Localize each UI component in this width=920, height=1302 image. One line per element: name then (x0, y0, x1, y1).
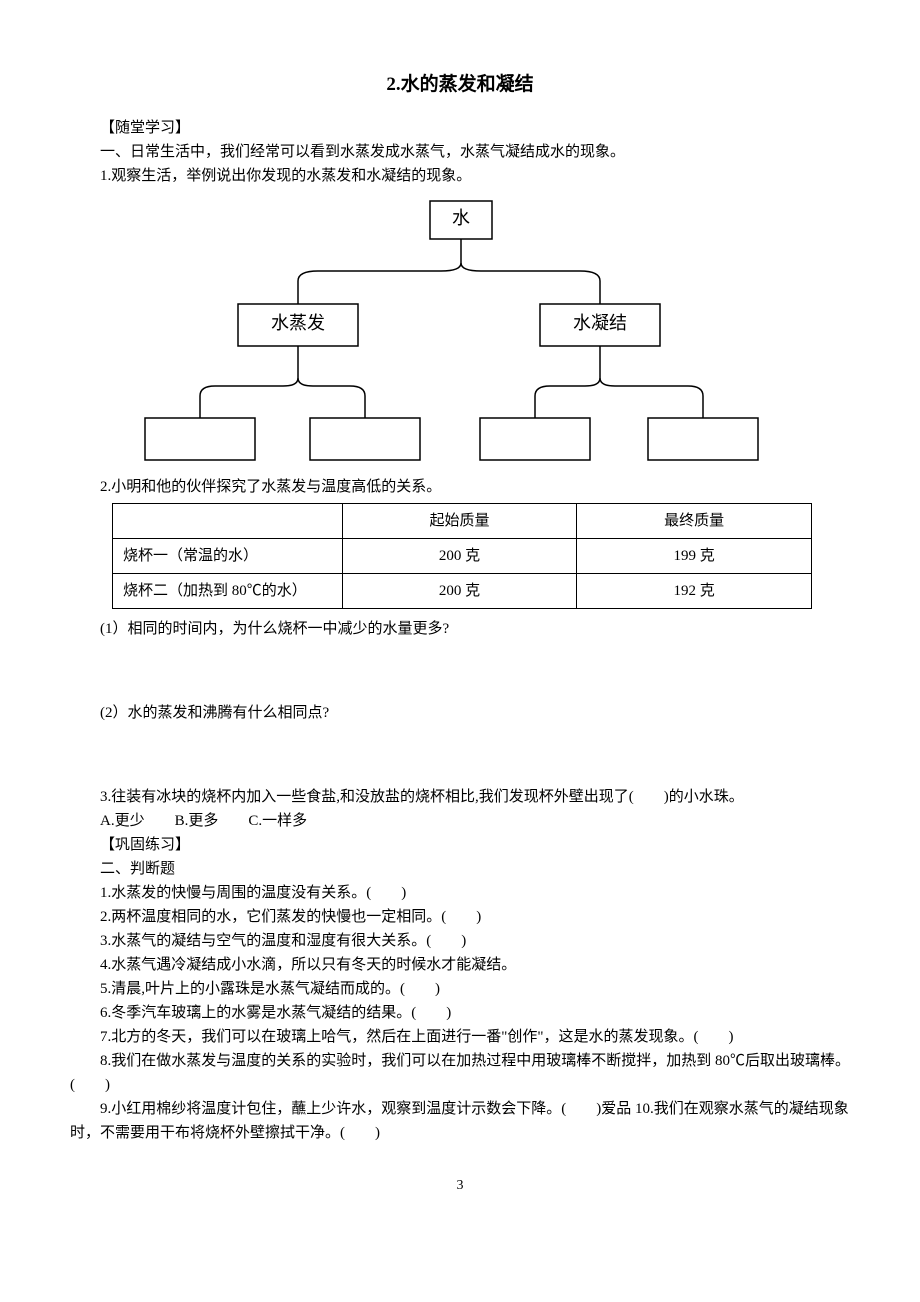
question-1: 1.观察生活，举例说出你发现的水蒸发和水凝结的现象。 (70, 164, 850, 188)
page-number: 3 (70, 1175, 850, 1197)
question-2-2: (2）水的蒸发和沸腾有什么相同点? (70, 701, 850, 725)
table-header-0 (113, 504, 343, 539)
tf-6: 6.冬季汽车玻璃上的水雾是水蒸气凝结的结果。( ) (70, 1001, 850, 1025)
page-title: 2.水的蒸发和凝结 (70, 70, 850, 100)
table-row: 烧杯一（常温的水） 200 克 199 克 (113, 539, 812, 574)
svg-text:水蒸发: 水蒸发 (271, 314, 325, 334)
table-cell: 200 克 (342, 539, 577, 574)
tf-8: 8.我们在做水蒸发与温度的关系的实验时，我们可以在加热过程中用玻璃棒不断搅拌，加… (70, 1049, 850, 1097)
tf-4: 4.水蒸气遇冷凝结成小水滴，所以只有冬天的时候水才能凝结。 (70, 953, 850, 977)
table-cell: 199 克 (577, 539, 812, 574)
tf-1: 1.水蒸发的快慢与周围的温度没有关系。( ) (70, 881, 850, 905)
concept-diagram: 水水蒸发 水凝结 (140, 196, 780, 471)
question-2: 2.小明和他的伙伴探究了水蒸发与温度高低的关系。 (70, 475, 850, 499)
question-3: 3.往装有冰块的烧杯内加入一些食盐,和没放盐的烧杯相比,我们发现杯外壁出现了( … (70, 785, 850, 809)
tf-5: 5.清晨,叶片上的小露珠是水蒸气凝结而成的。( ) (70, 977, 850, 1001)
svg-text:水凝结: 水凝结 (573, 314, 627, 334)
table-header-2: 最终质量 (577, 504, 812, 539)
tf-7: 7.北方的冬天，我们可以在玻璃上哈气，然后在上面进行一番"创作"，这是水的蒸发现… (70, 1025, 850, 1049)
section-2-heading: 二、判断题 (70, 857, 850, 881)
table-cell: 烧杯二（加热到 80℃的水） (113, 574, 343, 609)
table-cell: 烧杯一（常温的水） (113, 539, 343, 574)
tf-3: 3.水蒸气的凝结与空气的温度和湿度有很大关系。( ) (70, 929, 850, 953)
intro-line: 一、日常生活中，我们经常可以看到水蒸发成水蒸气，水蒸气凝结成水的现象。 (70, 140, 850, 164)
table-row: 烧杯二（加热到 80℃的水） 200 克 192 克 (113, 574, 812, 609)
table-cell: 192 克 (577, 574, 812, 609)
table-cell: 200 克 (342, 574, 577, 609)
section-label-1: 【随堂学习】 (70, 116, 850, 140)
question-2-1: (1）相同的时间内，为什么烧杯一中减少的水量更多? (70, 617, 850, 641)
section-label-2: 【巩固练习】 (70, 833, 850, 857)
question-3-options: A.更少 B.更多 C.一样多 (70, 809, 850, 833)
tf-9-10: 9.小红用棉纱将温度计包住，蘸上少许水，观察到温度计示数会下降。( )爱品 10… (70, 1097, 850, 1145)
table-row: 起始质量 最终质量 (113, 504, 812, 539)
tf-2: 2.两杯温度相同的水，它们蒸发的快慢也一定相同。( ) (70, 905, 850, 929)
evaporation-table: 起始质量 最终质量 烧杯一（常温的水） 200 克 199 克 烧杯二（加热到 … (112, 503, 850, 609)
svg-text:水: 水 (452, 209, 470, 229)
table-header-1: 起始质量 (342, 504, 577, 539)
